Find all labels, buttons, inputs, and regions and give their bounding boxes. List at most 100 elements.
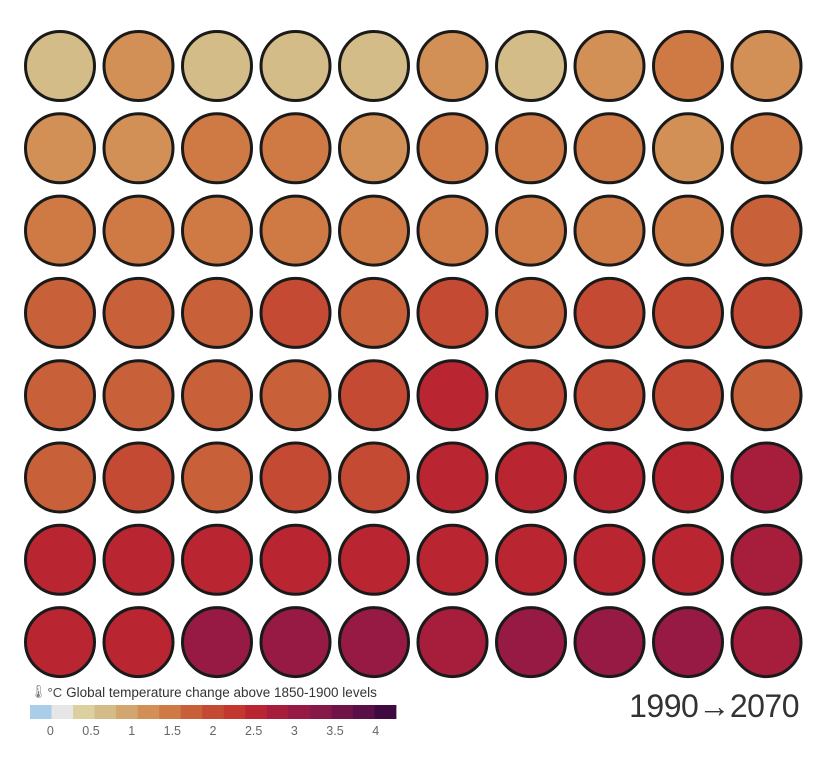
temperature-circle — [102, 276, 175, 349]
color-scale-segment — [288, 705, 311, 719]
temperature-circle-grid — [24, 30, 803, 679]
temperature-circle — [259, 441, 332, 514]
temperature-circle — [416, 441, 489, 514]
temperature-circle — [416, 359, 489, 432]
temperature-circle — [652, 359, 724, 432]
temperature-circle — [652, 30, 724, 102]
temperature-circle — [495, 194, 567, 267]
temperature-circle — [495, 359, 567, 432]
legend: 🌡 °C Global temperature change above 185… — [30, 683, 400, 739]
legend-title: Global temperature change above 1850-190… — [66, 684, 377, 700]
temperature-circle — [495, 276, 567, 349]
color-scale-tick-label: 1 — [128, 724, 135, 738]
color-scale-segment — [202, 705, 225, 719]
temperature-circle — [181, 112, 253, 185]
temperature-circle — [652, 112, 724, 185]
temperature-circle — [416, 30, 489, 102]
temperature-circle — [652, 194, 724, 267]
color-scale-segment — [30, 705, 52, 719]
temperature-circle — [573, 441, 646, 514]
temperature-circle — [181, 359, 253, 432]
temperature-circle — [338, 523, 410, 596]
temperature-circle — [24, 441, 96, 514]
temperature-circle — [652, 441, 724, 514]
color-scale-segment — [374, 705, 397, 719]
color-scale-tick-label: 4 — [372, 724, 379, 738]
temperature-circle — [730, 441, 803, 514]
temperature-circle — [102, 112, 175, 185]
temperature-circle — [573, 276, 646, 349]
temperature-circle — [416, 276, 489, 349]
color-scale-segment — [51, 705, 74, 719]
color-scale-tick-label: 1.5 — [164, 724, 181, 738]
temperature-circle — [24, 276, 96, 349]
temperature-circle — [573, 523, 646, 596]
color-scale-segment — [116, 705, 139, 719]
temperature-circle — [730, 359, 803, 432]
temperature-circle — [416, 523, 489, 596]
temperature-circle — [338, 276, 410, 349]
color-scale-segment — [266, 705, 289, 719]
temperature-circle — [495, 441, 567, 514]
temperature-circle — [181, 606, 253, 679]
temperature-circle — [102, 606, 175, 679]
temperature-circle — [338, 112, 410, 185]
thermometer-icon: 🌡 — [30, 684, 47, 700]
temperature-circle — [730, 112, 803, 185]
temperature-circle — [573, 112, 646, 185]
color-scale-tick-label: 0.5 — [82, 724, 99, 738]
temperature-circle — [338, 441, 410, 514]
temperature-circle — [181, 523, 253, 596]
color-scale-tick-label: 3.5 — [326, 724, 343, 738]
color-scale-segment — [180, 705, 203, 719]
temperature-circle — [259, 276, 332, 349]
temperature-circle — [730, 606, 803, 679]
temperature-circle — [416, 606, 489, 679]
temperature-circle — [652, 523, 724, 596]
temperature-circle — [24, 523, 96, 596]
color-scale-tick-label: 3 — [291, 724, 298, 738]
temperature-circle — [259, 112, 332, 185]
color-scale-segment — [245, 705, 268, 719]
temperature-circle — [416, 112, 489, 185]
legend-title-row: 🌡 °C Global temperature change above 185… — [30, 683, 400, 701]
temperature-circle — [24, 359, 96, 432]
temperature-circle — [24, 194, 96, 267]
temperature-circle — [338, 30, 410, 102]
temperature-circle — [573, 606, 646, 679]
period-label: 1990→2070 — [629, 688, 799, 724]
temperature-circle — [652, 276, 724, 349]
color-scale-segment — [352, 705, 375, 719]
color-scale-tick-label: 2 — [210, 724, 217, 738]
color-scale-segment — [137, 705, 160, 719]
temperature-circle — [259, 523, 332, 596]
temperature-circle — [102, 30, 175, 102]
color-scale-tick-label: 0 — [47, 724, 54, 738]
temperature-circle — [338, 194, 410, 267]
temperature-circle — [102, 523, 175, 596]
temperature-circle — [24, 30, 96, 102]
temperature-circle — [24, 606, 96, 679]
temperature-circle — [181, 441, 253, 514]
color-scale-segment — [331, 705, 354, 719]
temperature-circle — [102, 194, 175, 267]
temperature-circle — [259, 30, 332, 102]
temperature-circle — [181, 194, 253, 267]
color-scale: 0 0.5 1 1.5 2 2.5 3 3.5 4 — [30, 705, 397, 738]
color-scale-tick-label: 2.5 — [245, 724, 262, 738]
temperature-circle — [338, 359, 410, 432]
color-scale-segment — [309, 705, 332, 719]
temperature-circle — [102, 441, 175, 514]
temperature-circle — [573, 194, 646, 267]
temperature-circle — [416, 194, 489, 267]
temperature-circle — [495, 523, 567, 596]
temperature-circle — [573, 359, 646, 432]
temperature-circle — [24, 112, 96, 185]
temperature-circle — [495, 606, 567, 679]
color-scale-segment — [73, 705, 95, 719]
temperature-circle — [730, 276, 803, 349]
temperature-circle — [259, 359, 332, 432]
color-scale-segment — [94, 705, 117, 719]
color-scale-segment — [159, 705, 182, 719]
temperature-circle — [181, 276, 253, 349]
